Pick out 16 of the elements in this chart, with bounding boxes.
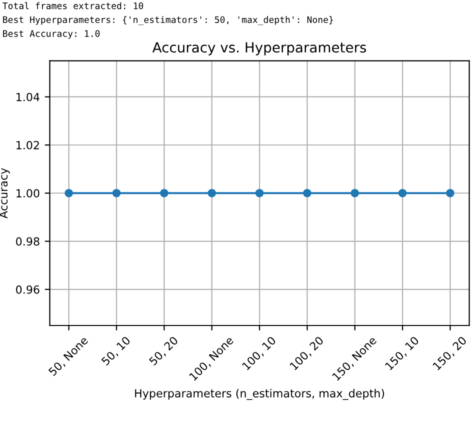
x-axis-title: Hyperparameters (n_estimators, max_depth) — [135, 388, 384, 400]
text: Best Accuracy: 1.0 — [3, 30, 100, 39]
x-tick-label: 150, 20 — [432, 336, 468, 372]
y-tick-label: 0.98 — [16, 237, 40, 246]
x-tick-label: 100, 20 — [289, 336, 325, 372]
y-tick-label: 0.96 — [16, 285, 40, 294]
y-tick-label: 1.04 — [16, 92, 40, 102]
text: Total frames extracted: 10 — [2, 2, 144, 10]
y-tick-label: 1.02 — [16, 140, 39, 150]
y-tick-label: 1.00 — [16, 189, 40, 198]
x-tick-label: 150, 10 — [384, 336, 420, 372]
x-tick-label: 50, 10 — [100, 336, 132, 366]
text: Best Hyperparameters: {'n_estimators': 50, 'max_depth': None} — [3, 16, 333, 26]
x-tick-label: 100, 10 — [242, 336, 278, 372]
chart-title: Accuracy vs. Hyperparameters — [152, 42, 366, 56]
x-tick-label: 50, 20 — [148, 336, 180, 366]
